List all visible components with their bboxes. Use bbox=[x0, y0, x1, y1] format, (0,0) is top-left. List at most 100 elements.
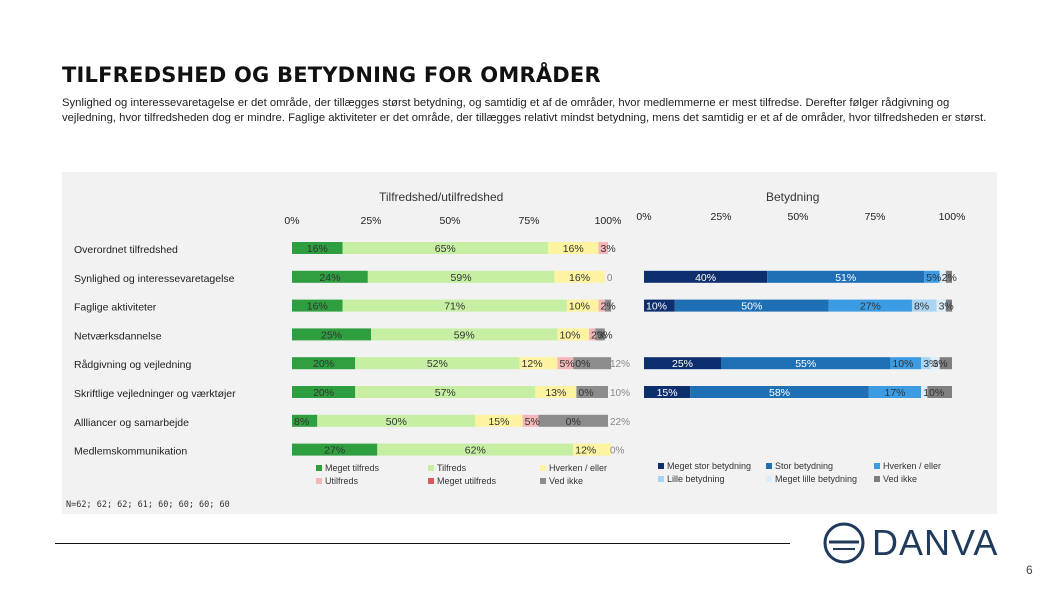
satisfaction-bar-segment bbox=[355, 386, 536, 398]
satisfaction-data-label: 13% bbox=[545, 387, 566, 399]
satisfaction-data-label: 10% bbox=[610, 388, 630, 399]
satisfaction-bar-segment bbox=[557, 328, 590, 341]
satisfaction-data-label: 0% bbox=[566, 416, 581, 428]
satisfaction-data-label: 0% bbox=[610, 446, 625, 457]
page-number: 6 bbox=[1026, 563, 1033, 577]
satisfaction-data-label: 12% bbox=[610, 359, 630, 370]
satisfaction-bar-segment bbox=[576, 386, 608, 398]
importance-data-label: 58% bbox=[769, 387, 790, 399]
importance-data-label: 2% bbox=[942, 272, 957, 284]
satisfaction-bar-segment bbox=[292, 357, 356, 370]
satisfaction-legend-swatch bbox=[316, 465, 322, 471]
satisfaction-tick-label: 100% bbox=[595, 215, 622, 227]
satisfaction-data-label: 16% bbox=[307, 301, 328, 313]
importance-bar-segment bbox=[674, 299, 829, 312]
satisfaction-bar-segment bbox=[519, 357, 558, 370]
satisfaction-data-label: 57% bbox=[435, 387, 456, 399]
satisfaction-legend-swatch bbox=[540, 478, 546, 484]
satisfaction-tick-label: 0% bbox=[284, 215, 299, 227]
importance-bar-segment bbox=[644, 270, 768, 283]
satisfaction-bar-segment bbox=[598, 299, 605, 312]
importance-bar-segment bbox=[945, 270, 952, 283]
category-label: Rådgivning og vejledning bbox=[74, 359, 191, 371]
importance-bar-segment bbox=[828, 299, 912, 312]
satisfaction-bar-segment bbox=[573, 357, 612, 370]
satisfaction-data-label: 5% bbox=[525, 416, 540, 428]
satisfaction-bar-segment bbox=[371, 328, 558, 341]
importance-legend-label: Stor betydning bbox=[775, 461, 833, 471]
satisfaction-data-label: 16% bbox=[307, 243, 328, 255]
satisfaction-bar-segment bbox=[595, 328, 605, 341]
satisfaction-bar-segment bbox=[522, 414, 539, 427]
chart-title-satisfaction: Tilfredshed/utilfredshed bbox=[379, 190, 504, 204]
importance-data-label: 17% bbox=[885, 387, 906, 399]
satisfaction-data-label: 16% bbox=[563, 243, 584, 255]
satisfaction-bar-segment bbox=[547, 242, 599, 254]
satisfaction-tick-label: 50% bbox=[439, 215, 460, 227]
satisfaction-tick-label: 75% bbox=[518, 215, 539, 227]
importance-legend-swatch bbox=[874, 463, 880, 469]
satisfaction-legend-swatch bbox=[428, 478, 434, 484]
importance-tick-label: 25% bbox=[710, 211, 731, 223]
satisfaction-legend-label: Hverken / eller bbox=[549, 463, 607, 473]
importance-legend-swatch bbox=[658, 463, 664, 469]
danva-logo: DANVA bbox=[820, 520, 1002, 570]
satisfaction-data-label: 25% bbox=[321, 329, 342, 341]
satisfaction-bar-segment bbox=[589, 328, 596, 341]
satisfaction-bar-segment bbox=[598, 242, 608, 254]
importance-bar-segment bbox=[936, 299, 946, 312]
satisfaction-tick-label: 25% bbox=[360, 215, 381, 227]
importance-bar-segment bbox=[939, 357, 952, 370]
importance-bar-segment bbox=[921, 386, 928, 398]
satisfaction-data-label: 20% bbox=[313, 387, 334, 399]
importance-data-label: 3% bbox=[939, 301, 954, 313]
satisfaction-data-label: 2% bbox=[591, 329, 606, 341]
satisfaction-data-label: 27% bbox=[324, 445, 345, 457]
satisfaction-bar-segment bbox=[557, 357, 574, 370]
satisfaction-data-label: 12% bbox=[522, 358, 543, 370]
satisfaction-bar-segment bbox=[292, 386, 356, 398]
satisfaction-bar-segment bbox=[292, 328, 371, 341]
satisfaction-legend-swatch bbox=[428, 465, 434, 471]
importance-data-label: 8% bbox=[914, 301, 929, 313]
satisfaction-data-label: 15% bbox=[488, 416, 509, 428]
importance-legend-swatch bbox=[766, 476, 772, 482]
satisfaction-data-label: 3% bbox=[601, 243, 616, 255]
importance-data-label: 10% bbox=[892, 358, 913, 370]
satisfaction-bar-segment bbox=[604, 299, 612, 312]
importance-tick-label: 50% bbox=[787, 211, 808, 223]
importance-tick-label: 0% bbox=[636, 211, 651, 223]
n-note: N=62; 62; 62; 61; 60; 60; 60; 60 bbox=[66, 500, 230, 510]
importance-bar-segment bbox=[921, 357, 931, 370]
satisfaction-bar-segment bbox=[342, 299, 567, 312]
category-label: Allliancer og samarbejde bbox=[74, 417, 189, 429]
category-label: Synlighed og interessevaretagelse bbox=[74, 273, 235, 285]
importance-bar-segment bbox=[644, 357, 721, 370]
satisfaction-bar-segment bbox=[377, 443, 574, 456]
importance-legend-label: Meget lille betydning bbox=[775, 474, 857, 484]
satisfaction-bar-segment bbox=[292, 242, 343, 254]
satisfaction-data-label: 52% bbox=[427, 358, 448, 370]
logo-mark-icon bbox=[823, 522, 865, 564]
importance-data-label: 15% bbox=[657, 387, 678, 399]
importance-tick-label: 75% bbox=[864, 211, 885, 223]
satisfaction-bar-segment bbox=[475, 414, 523, 427]
satisfaction-data-label: 50% bbox=[386, 416, 407, 428]
satisfaction-bar-segment bbox=[317, 414, 476, 427]
importance-bar-segment bbox=[930, 357, 940, 370]
satisfaction-bar-segment bbox=[573, 443, 612, 456]
satisfaction-data-label: 12% bbox=[575, 445, 596, 457]
satisfaction-data-label: 10% bbox=[569, 301, 590, 313]
category-label: Faglige aktiviteter bbox=[74, 302, 157, 314]
satisfaction-data-label: 0 bbox=[607, 273, 613, 284]
importance-bar-segment bbox=[767, 270, 925, 283]
satisfaction-bar-segment bbox=[292, 443, 378, 456]
satisfaction-data-label: 8% bbox=[294, 416, 309, 428]
importance-data-label: 50% bbox=[741, 301, 762, 313]
satisfaction-data-label: 24% bbox=[319, 272, 340, 284]
importance-bar-segment bbox=[721, 357, 891, 370]
satisfaction-data-label: 71% bbox=[444, 301, 465, 313]
satisfaction-bar-segment bbox=[355, 357, 520, 370]
importance-data-label: 3% bbox=[932, 358, 947, 370]
